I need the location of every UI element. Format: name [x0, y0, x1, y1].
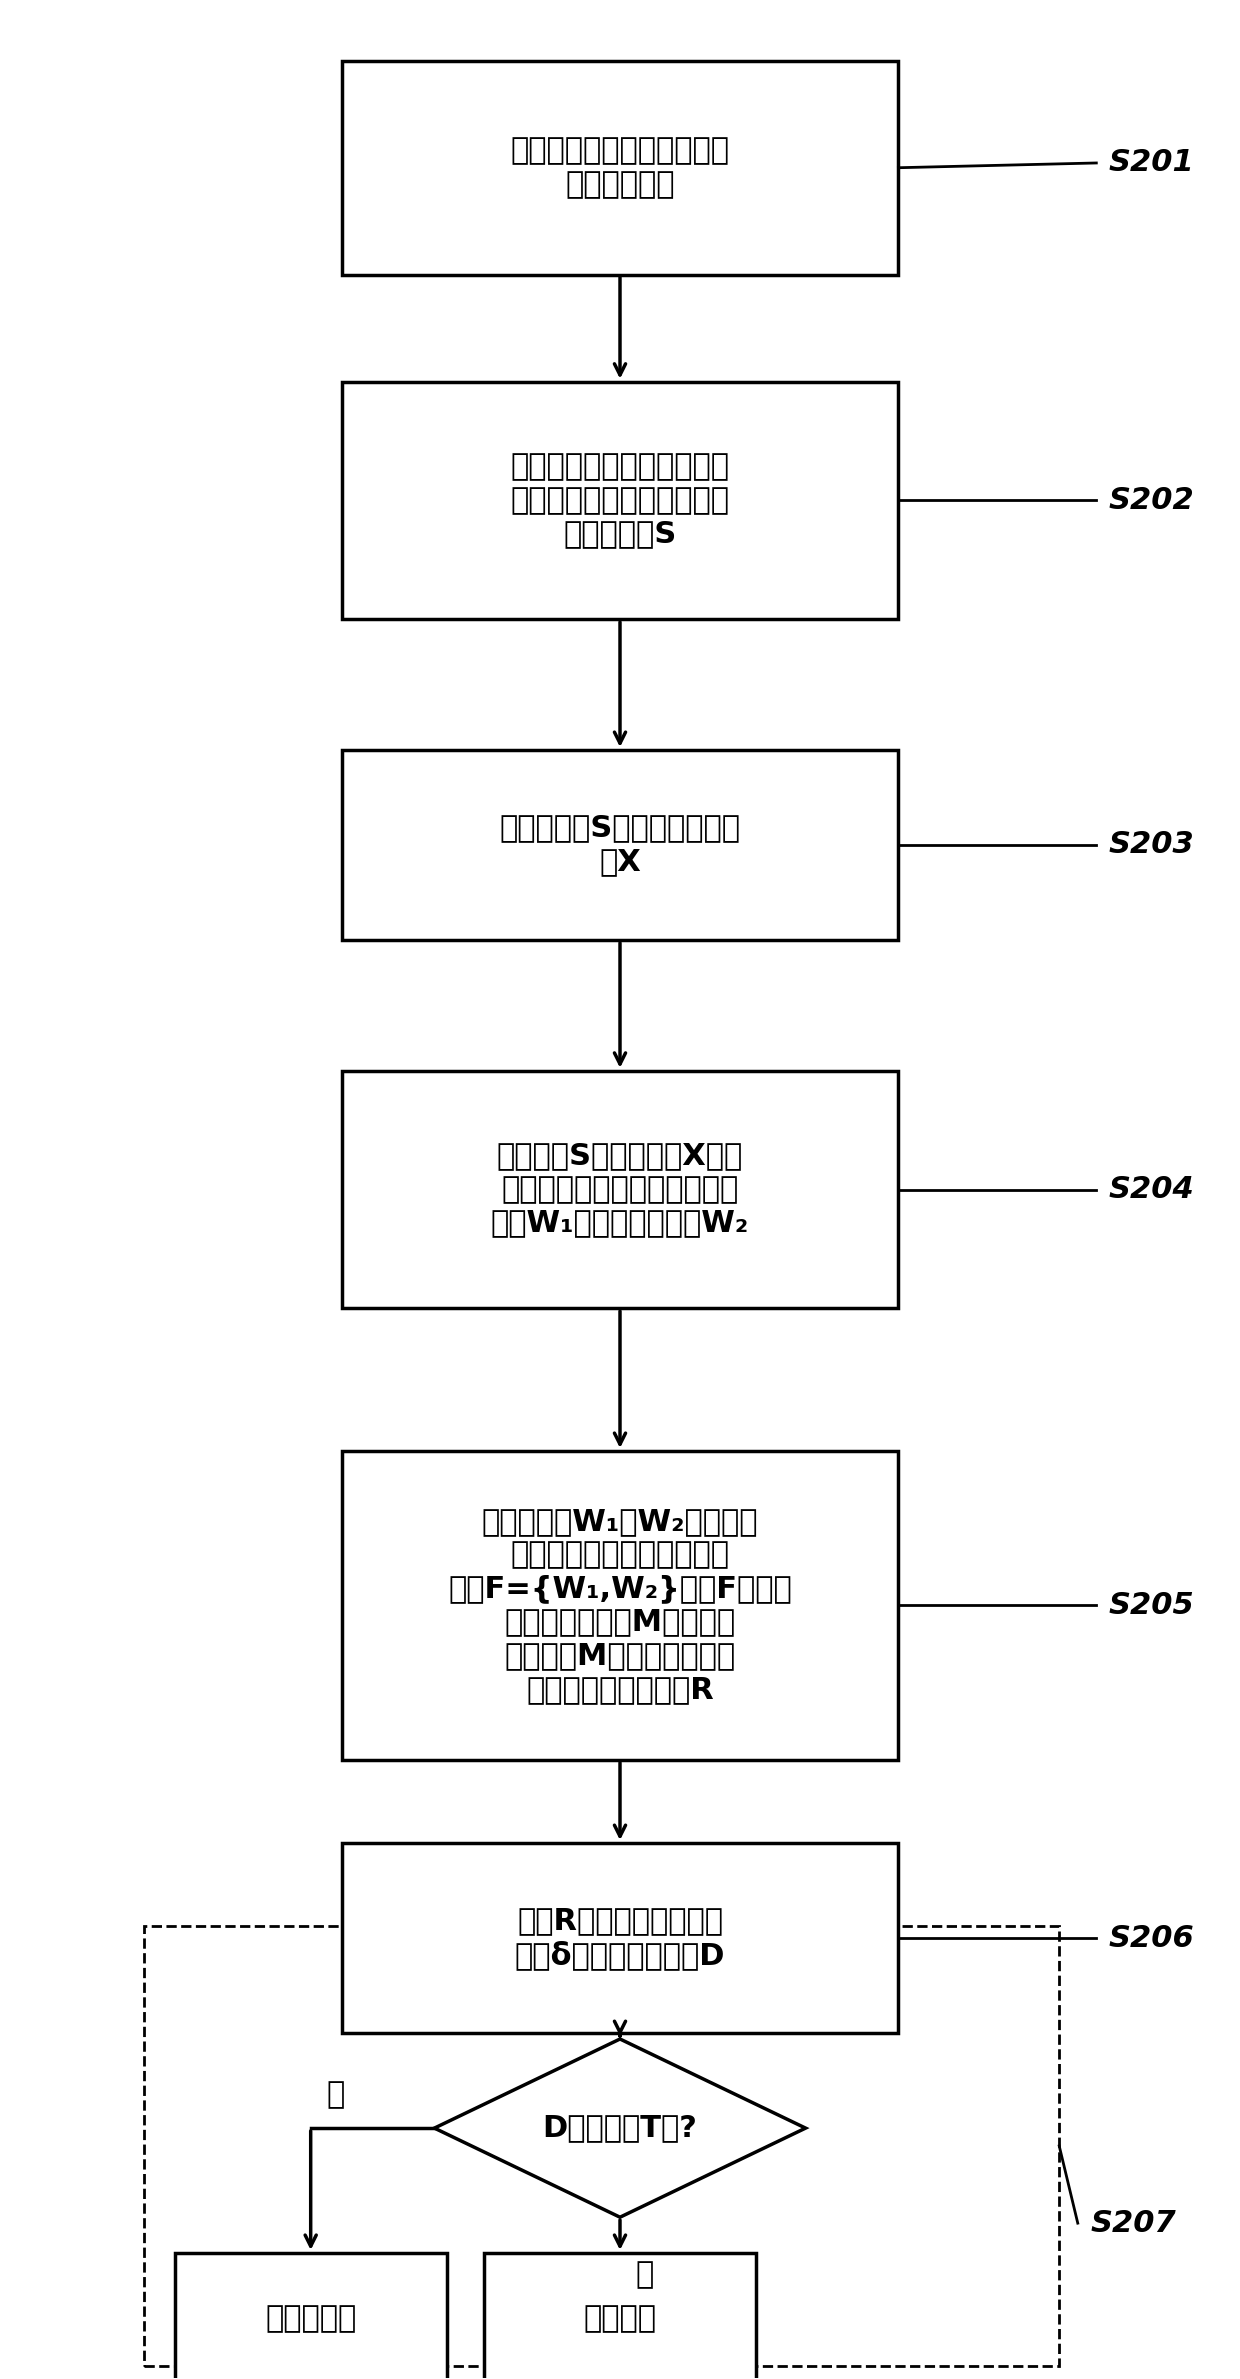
FancyBboxPatch shape [342, 1451, 898, 1760]
Text: S203: S203 [1109, 830, 1194, 859]
FancyBboxPatch shape [175, 2253, 446, 2379]
Text: S202: S202 [1109, 485, 1194, 514]
Text: S206: S206 [1109, 1925, 1194, 1953]
FancyBboxPatch shape [342, 62, 898, 274]
FancyBboxPatch shape [342, 381, 898, 619]
Text: S204: S204 [1109, 1175, 1194, 1204]
FancyBboxPatch shape [342, 1844, 898, 2034]
Text: 否: 否 [326, 2079, 345, 2110]
Text: 对声信号S和频谱信号X分别
进行信号分解，得到时域特征
矩阵W₁和频域特征矩阵W₂: 对声信号S和频谱信号X分别 进行信号分解，得到时域特征 矩阵W₁和频域特征矩阵W… [491, 1142, 749, 1237]
Text: 收集被检产品振动产生的声
音信号，并进行采样得到数
字化声信号S: 收集被检产品振动产生的声 音信号，并进行采样得到数 字化声信号S [511, 452, 729, 550]
Text: S205: S205 [1109, 1592, 1194, 1620]
Text: 对被检金属罐装产品施加激
励，使其振动: 对被检金属罐装产品施加激 励，使其振动 [511, 136, 729, 200]
Text: 产品合格: 产品合格 [584, 2303, 656, 2334]
Text: 产品不合格: 产品不合格 [265, 2303, 356, 2334]
FancyBboxPatch shape [342, 749, 898, 940]
Text: S201: S201 [1109, 147, 1194, 178]
Text: 计算R与合格产品质量标
准值δ的差值的绝对值D: 计算R与合格产品质量标 准值δ的差值的绝对值D [515, 1906, 725, 1970]
Text: D小于阈值T吗?: D小于阈值T吗? [543, 2113, 697, 2143]
Text: S207: S207 [1090, 2208, 1176, 2239]
Polygon shape [434, 2039, 806, 2217]
FancyBboxPatch shape [342, 1071, 898, 1308]
Text: 处理声信号S，得到其频谱信
号X: 处理声信号S，得到其频谱信 号X [500, 814, 740, 875]
Text: 将特征矩阵W₁和W₂进行组合
，得到被检产品的质量特征
数据F={W₁,W₂}，将F作为产
品质量计算模型M的输入参
数，模型M运算输出结果为
被检产品的质量参: 将特征矩阵W₁和W₂进行组合 ，得到被检产品的质量特征 数据F={W₁,W₂}，… [448, 1506, 792, 1703]
FancyBboxPatch shape [484, 2253, 756, 2379]
Text: 是: 是 [636, 2260, 653, 2289]
